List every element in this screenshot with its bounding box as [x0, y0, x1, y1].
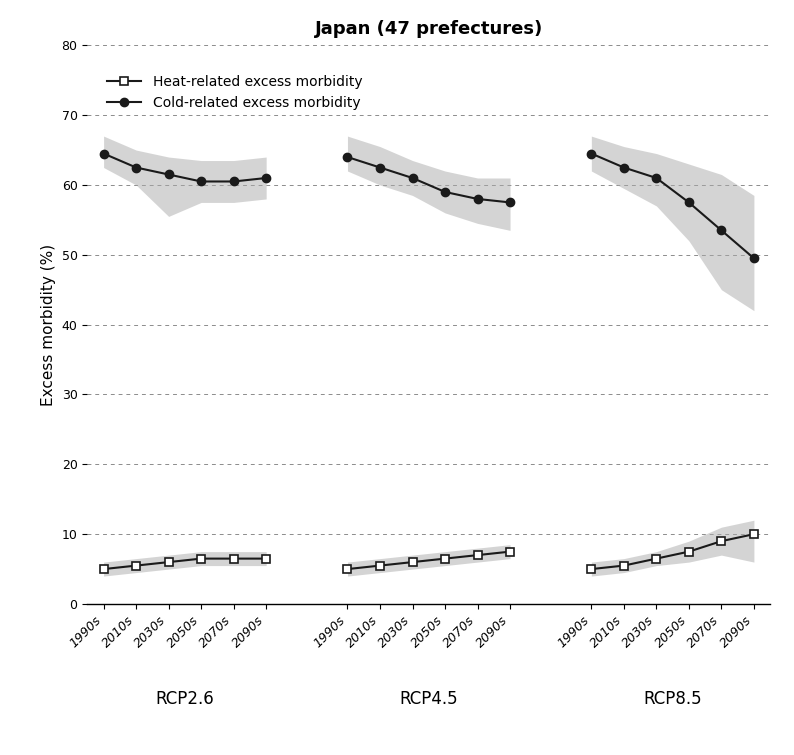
Text: RCP8.5: RCP8.5	[643, 690, 702, 708]
Title: Japan (47 prefectures): Japan (47 prefectures)	[314, 20, 543, 39]
Y-axis label: Excess morbidity (%): Excess morbidity (%)	[41, 244, 56, 405]
Text: RCP4.5: RCP4.5	[399, 690, 458, 708]
Text: RCP2.6: RCP2.6	[156, 690, 214, 708]
Legend: Heat-related excess morbidity, Cold-related excess morbidity: Heat-related excess morbidity, Cold-rela…	[101, 69, 368, 115]
